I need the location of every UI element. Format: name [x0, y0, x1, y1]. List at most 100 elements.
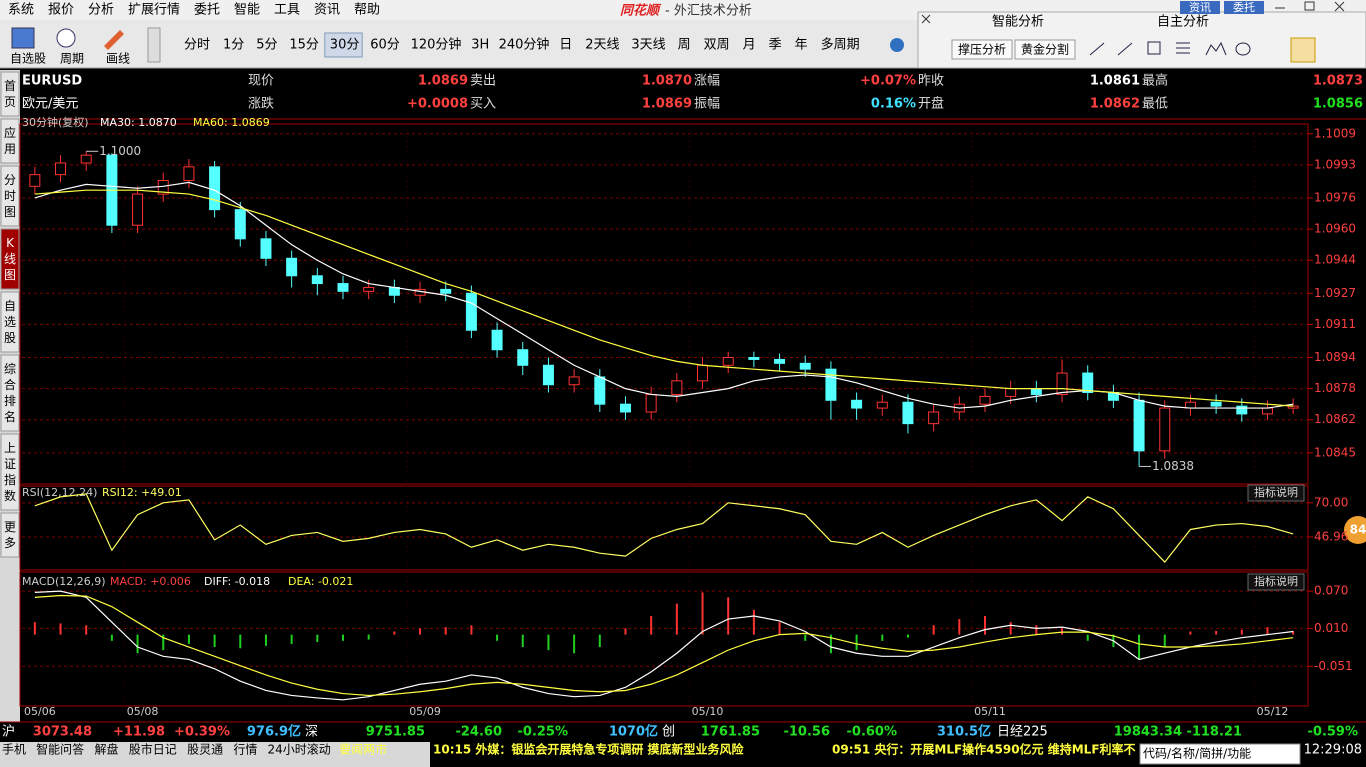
footer-tab[interactable]: 要闻两市 [339, 742, 387, 757]
panel-button-bg[interactable] [1014, 39, 1076, 60]
menu-item[interactable]: 工具 [274, 3, 300, 18]
panel-button-bg[interactable] [951, 39, 1013, 60]
period-button[interactable]: 30分 [330, 38, 360, 53]
icon-period[interactable] [56, 28, 76, 48]
side-tab-bg[interactable] [0, 291, 20, 353]
cursor-tool[interactable] [1290, 37, 1316, 63]
period-button[interactable]: 1分 [223, 38, 244, 53]
index-value: 3073.48 [33, 725, 92, 740]
icon-draw[interactable] [104, 30, 124, 50]
side-tab-bg[interactable] [0, 118, 20, 164]
side-tab-bg[interactable] [0, 354, 20, 432]
footer-tab[interactable]: 行情 [233, 743, 257, 757]
side-tab[interactable]: 上证指数 [4, 441, 16, 503]
macd-label: MACD: +0.006 [110, 575, 191, 588]
close-icon[interactable] [1334, 1, 1345, 12]
index-name: 深 [305, 725, 318, 740]
footer-tab[interactable]: 24小时滚动 [268, 742, 331, 757]
settings-icon[interactable] [890, 38, 904, 52]
tool-label[interactable]: 画线 [106, 52, 130, 66]
x-tick-label: 05/11 [974, 705, 1006, 718]
menu-item[interactable]: 系统 [8, 3, 34, 18]
period-button[interactable]: 分时 [184, 38, 210, 53]
tool-label[interactable]: 周期 [60, 52, 84, 66]
period-button[interactable]: 双周 [704, 38, 730, 53]
menu-item[interactable]: 扩展行情 [128, 3, 180, 18]
quote-value: +0.07% [860, 74, 916, 89]
draw-tools[interactable] [1089, 41, 1251, 56]
side-tab[interactable]: 综合排名 [4, 362, 16, 424]
footer-tab[interactable]: 手机 [2, 743, 26, 757]
footer-tab[interactable]: 股市日记 [129, 742, 177, 757]
quote-label: 开盘 [918, 96, 944, 112]
side-tab-bg[interactable] [0, 228, 20, 290]
candle-body [825, 368, 837, 401]
period-button[interactable]: 日 [559, 38, 572, 53]
search-box[interactable] [1139, 743, 1301, 765]
footer-tab[interactable]: 智能问答 [36, 742, 84, 757]
y-tick-label: 1.0911 [1314, 317, 1356, 331]
help-button-bg[interactable] [1247, 573, 1305, 591]
float-badge[interactable] [1344, 516, 1366, 544]
period-button[interactable]: 3天线 [631, 38, 665, 53]
side-tab[interactable]: K 线图 [4, 236, 16, 282]
footer-tab[interactable]: 解盘 [95, 742, 119, 757]
side-tab-bg[interactable] [0, 433, 20, 511]
period-button[interactable]: 年 [795, 38, 808, 53]
help-button[interactable]: 指标说明 [1254, 574, 1298, 588]
period-button[interactable]: 2天线 [585, 38, 619, 53]
side-tab-bg[interactable] [0, 71, 20, 117]
menu-item[interactable]: 报价 [48, 3, 74, 18]
side-tab[interactable]: 更多 [4, 520, 16, 550]
panel-close-icon[interactable] [921, 14, 931, 24]
menu-item[interactable]: 智能 [234, 3, 260, 18]
dea-label: DEA: -0.021 [288, 575, 353, 588]
period-button[interactable]: 多周期 [821, 37, 860, 53]
side-tab[interactable]: 首页 [4, 79, 16, 109]
side-tab[interactable]: 应用 [4, 125, 16, 156]
candle-body [928, 411, 940, 425]
quote-label: 最低 [1142, 97, 1168, 112]
maximize-icon[interactable] [1304, 1, 1315, 11]
tool-label[interactable]: 自选股 [10, 52, 46, 66]
y-tick-label: 1.0960 [1314, 222, 1356, 236]
scroll-left[interactable] [147, 27, 161, 63]
period-button[interactable]: 15分 [289, 38, 319, 53]
period-button[interactable]: 周 [678, 38, 691, 53]
side-tab[interactable]: 分时图 [4, 173, 16, 219]
help-button[interactable]: 指标说明 [1254, 485, 1298, 499]
quote-value: 1.0862 [1090, 97, 1140, 112]
period-button[interactable]: 3H [471, 38, 489, 53]
x-tick-label: 05/12 [1257, 705, 1289, 718]
help-button-bg[interactable] [1247, 484, 1305, 502]
menu-item[interactable]: 委托 [194, 3, 220, 18]
icon-watchlist[interactable] [11, 27, 35, 49]
top-button[interactable]: 资讯 [1189, 1, 1211, 14]
news-item[interactable]: 10:15 外媒：银监会开展特急专项调研 摸底新型业务风险 [433, 742, 745, 757]
footer-tab[interactable]: 股灵通 [187, 743, 223, 757]
period-button[interactable]: 月 [743, 38, 756, 53]
news-item[interactable]: 09:51 央行：开展MLF操作4590亿元 维持MLF利率不 [832, 742, 1136, 757]
period-button[interactable]: 240分钟 [499, 37, 550, 53]
index-value: 19843.34 [1114, 725, 1182, 740]
menu-item[interactable]: 资讯 [314, 3, 340, 18]
period-button[interactable]: 季 [769, 38, 782, 53]
panel-button[interactable]: 黄金分割 [1021, 42, 1069, 57]
menu-item[interactable]: 帮助 [354, 3, 380, 18]
panel-tab[interactable]: 自主分析 [1157, 15, 1209, 30]
side-tab-bg[interactable] [0, 165, 20, 227]
menu-item[interactable]: 分析 [88, 3, 114, 18]
candle-body [1236, 405, 1248, 415]
side-tab-bg[interactable] [0, 512, 20, 558]
period-button[interactable]: 60分 [370, 38, 400, 53]
index-name: 日经225 [997, 725, 1048, 740]
panel-button[interactable]: 撑压分析 [958, 42, 1006, 57]
period-button[interactable]: 5分 [256, 38, 277, 53]
panel-tab[interactable]: 智能分析 [992, 15, 1044, 30]
quote-value: 1.0869 [642, 97, 692, 112]
period-button[interactable]: 120分钟 [411, 37, 462, 53]
side-tab[interactable]: 自选股 [4, 299, 16, 345]
top-button[interactable]: 委托 [1233, 0, 1255, 14]
candle-body [80, 154, 92, 164]
y-tick-label: 1.0927 [1314, 286, 1356, 300]
